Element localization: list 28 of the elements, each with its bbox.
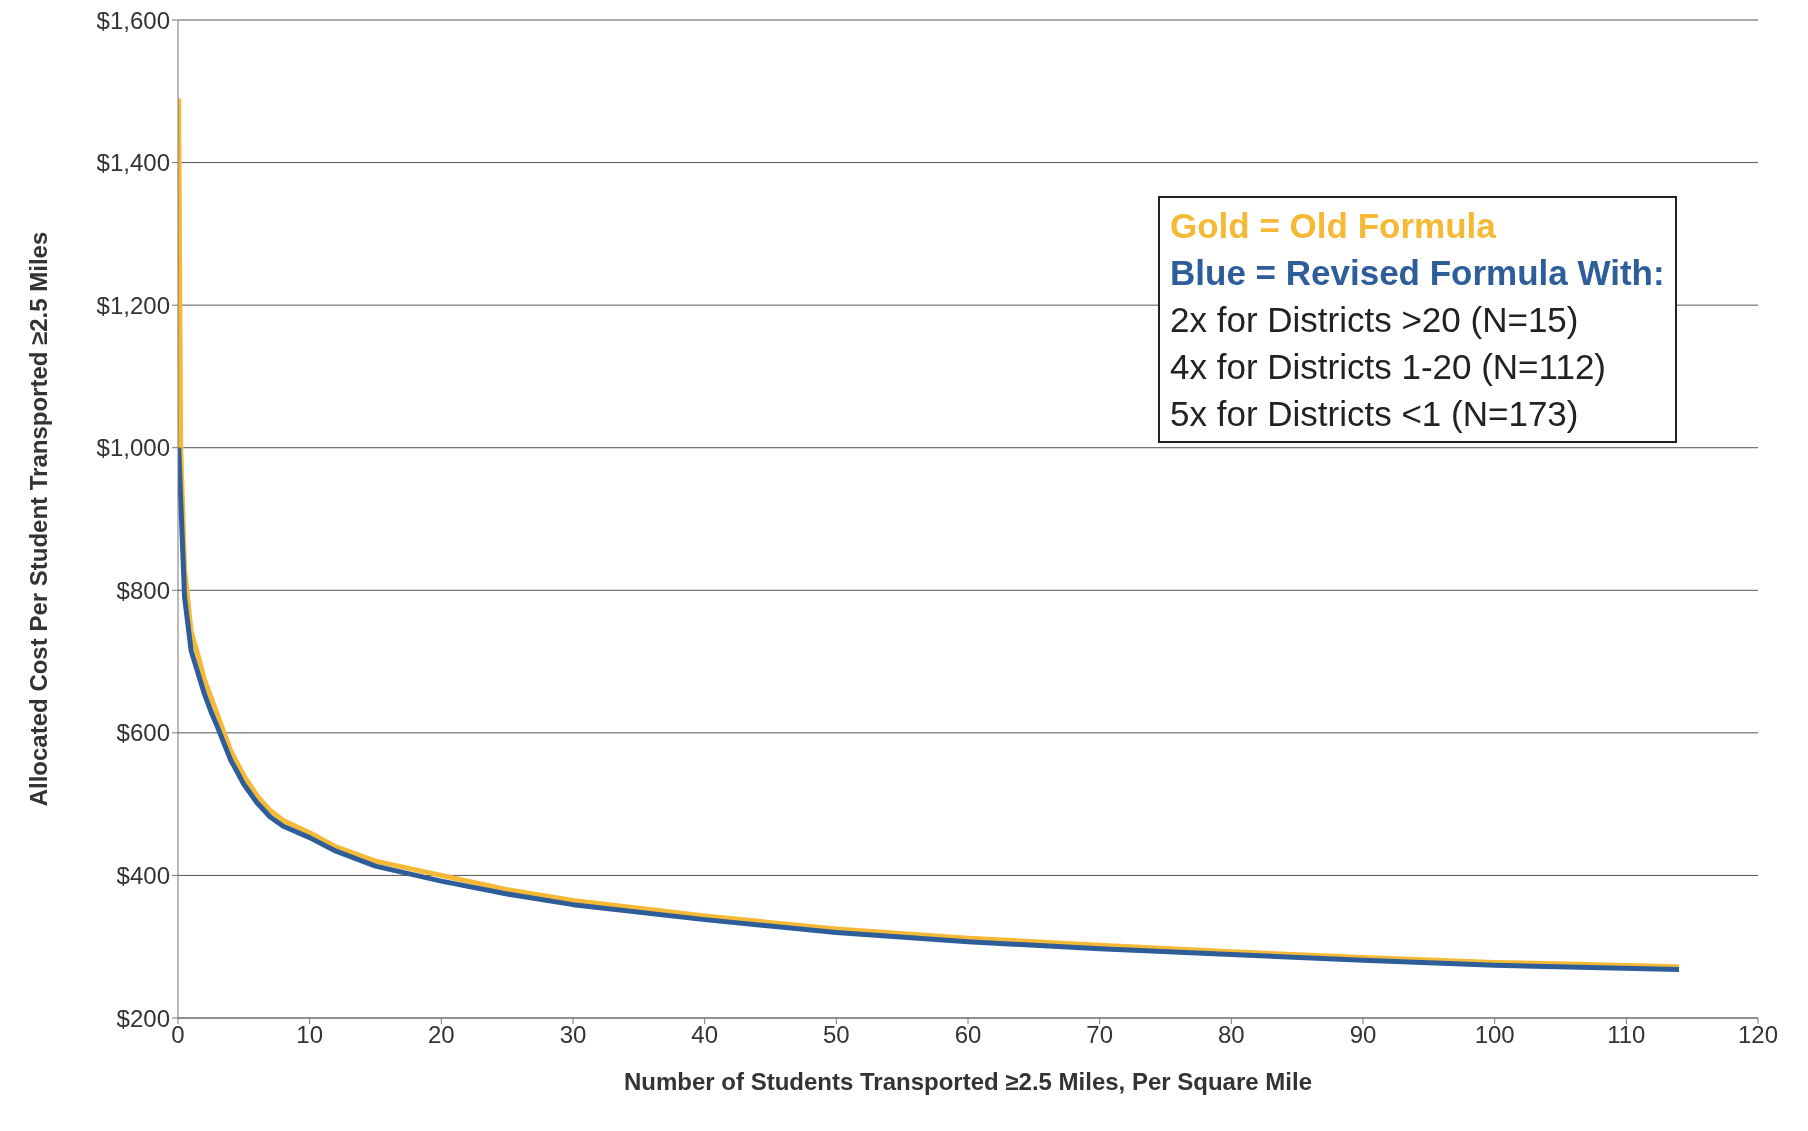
x-tick-label: 10: [296, 1021, 324, 1049]
annotation: 2x for Districts >20 (N=15): [1170, 299, 1580, 341]
x-tick-label: 0: [171, 1021, 185, 1049]
x-tick-label: 60: [954, 1021, 982, 1049]
annotation: Blue = Revised Formula With:: [1170, 252, 1665, 294]
x-tick-label: 40: [691, 1021, 719, 1049]
x-tick-label: 100: [1474, 1021, 1515, 1049]
x-tick-label: 110: [1607, 1021, 1646, 1049]
x-tick-label: 120: [1737, 1021, 1779, 1049]
x-tick-label: 90: [1349, 1021, 1377, 1049]
y-tick-label: $400: [116, 861, 170, 889]
y-tick-label: $1,000: [96, 434, 170, 462]
y-axis-title: Allocated Cost Per Student Transported ≥2.5 Miles: [24, 231, 52, 807]
annotation: 5x for Districts <1 (N=173): [1170, 393, 1580, 435]
y-tick-label: $1,200: [96, 291, 170, 319]
x-tick-label: 50: [822, 1021, 850, 1049]
x-tick-label: 70: [1086, 1021, 1114, 1049]
annotation: 4x for Districts 1-20 (N=112): [1170, 346, 1607, 388]
y-tick-label: $1,400: [96, 149, 170, 177]
y-tick-label: $200: [116, 1004, 170, 1032]
x-tick-label: 80: [1217, 1021, 1245, 1049]
x-tick-label: 20: [427, 1021, 455, 1049]
y-tick-label: $1,600: [96, 6, 170, 34]
annotation: Gold = Old Formula: [1170, 205, 1497, 247]
x-tick-label: 30: [559, 1021, 587, 1049]
y-tick-label: $600: [116, 719, 170, 747]
y-tick-label: $800: [116, 576, 170, 604]
x-axis-title: Number of Students Transported ≥2.5 Miles, Per Square Mile: [624, 1068, 1312, 1095]
